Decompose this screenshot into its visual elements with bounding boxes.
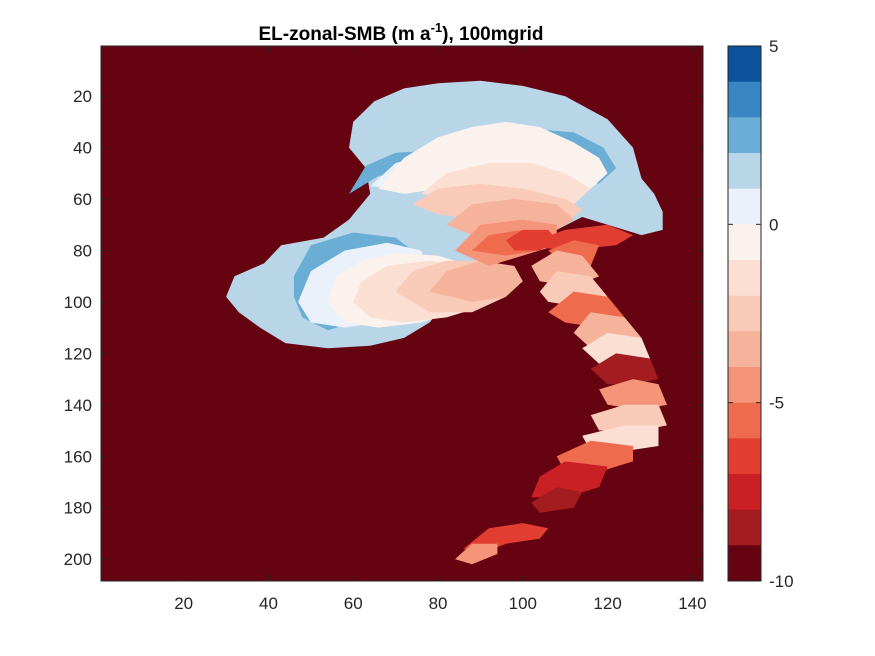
plot-area [101, 46, 703, 581]
colorbar-segment [728, 117, 761, 154]
y-tick-label: 160 [64, 447, 92, 466]
y-tick-label: 140 [64, 396, 92, 415]
colorbar-tick-label: 0 [769, 215, 778, 234]
heatmap-region [429, 260, 523, 302]
x-tick-label: 80 [429, 594, 448, 613]
colorbar-segment [728, 224, 761, 261]
y-tick-label: 20 [73, 87, 92, 106]
chart-title-main: EL-zonal-SMB (m a [259, 24, 431, 45]
x-tick-label: 100 [509, 594, 537, 613]
colorbar-segment [728, 367, 761, 404]
x-tick-label: 40 [259, 594, 278, 613]
heatmap-region [522, 224, 633, 251]
y-tick-label: 180 [64, 499, 92, 518]
colorbar-tick-label: 5 [769, 37, 778, 56]
heatmap-region [590, 404, 667, 431]
y-tick-label: 80 [73, 241, 92, 260]
heatmap-regions [226, 80, 667, 565]
heatmap-region [590, 353, 659, 385]
colorbar-segment [728, 474, 761, 511]
heatmap-region [531, 487, 583, 513]
colorbar: 5 0 -5 -10 [727, 37, 794, 591]
plot-frame [100, 45, 704, 582]
y-tick-label: 40 [73, 139, 92, 158]
y-tick-label: 120 [64, 344, 92, 363]
x-tick-label: 60 [344, 594, 363, 613]
colorbar-segment [728, 509, 761, 546]
y-tick-label: 100 [64, 293, 92, 312]
x-tick-label: 140 [678, 594, 706, 613]
heatmap-region [293, 232, 413, 331]
heatmap-region [531, 461, 608, 498]
x-tick-label: 120 [593, 594, 621, 613]
y-tick-label: 60 [73, 190, 92, 209]
chart-title: EL-zonal-SMB (m a-1), 100mgrid [259, 20, 544, 45]
colorbar-tick-label: -5 [769, 394, 784, 413]
x-tick-label: 20 [174, 594, 193, 613]
chart-title-superscript: -1 [431, 20, 443, 35]
colorbar-segment [728, 438, 761, 475]
colorbar-segment [728, 260, 761, 297]
colorbar-segment [728, 402, 761, 439]
colorbar-segment [728, 295, 761, 332]
heatmap-region [599, 379, 667, 410]
colorbar-tick-label: -10 [769, 572, 794, 591]
axes: 20 40 60 80 100 120 140 20 40 60 80 100 120 140 160 180… [64, 45, 707, 613]
colorbar-frame [727, 45, 762, 582]
colorbar-segment [728, 46, 761, 83]
chart-title-tail: ), 100mgrid [442, 24, 543, 45]
colorbar-segment [728, 81, 761, 118]
colorbar-segment [728, 188, 761, 225]
colorbar-segment [728, 331, 761, 368]
heatmap-region [455, 543, 498, 565]
colorbar-segment [728, 153, 761, 190]
colorbar-segment [728, 545, 761, 582]
y-tick-label: 200 [64, 550, 92, 569]
